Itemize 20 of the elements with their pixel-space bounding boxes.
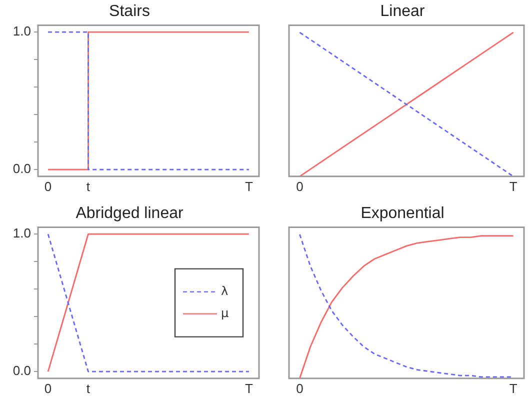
x-tick-label: 0 [296, 380, 304, 396]
legend-label: λ [221, 284, 228, 298]
y-tick-label: 1.0 [12, 226, 31, 241]
x-tick-label: t [86, 178, 90, 194]
x-tick-label: T [509, 380, 518, 396]
chart-title: Exponential [360, 205, 444, 222]
chart-title: Abridged linear [76, 205, 184, 222]
y-tick-label: 0.0 [12, 161, 31, 176]
x-tick-label: 0 [44, 178, 52, 194]
y-tick-label: 0.0 [12, 363, 31, 378]
chart-title: Stairs [109, 3, 150, 20]
legend-label: μ [221, 306, 229, 320]
x-tick-label: 0 [296, 178, 304, 194]
x-tick-label: T [244, 178, 253, 194]
x-tick-label: T [509, 178, 518, 194]
x-tick-label: t [86, 380, 90, 396]
chart-title: Linear [380, 3, 426, 20]
x-tick-label: 0 [44, 380, 52, 396]
y-tick-label: 1.0 [12, 24, 31, 39]
x-tick-label: T [244, 380, 253, 396]
